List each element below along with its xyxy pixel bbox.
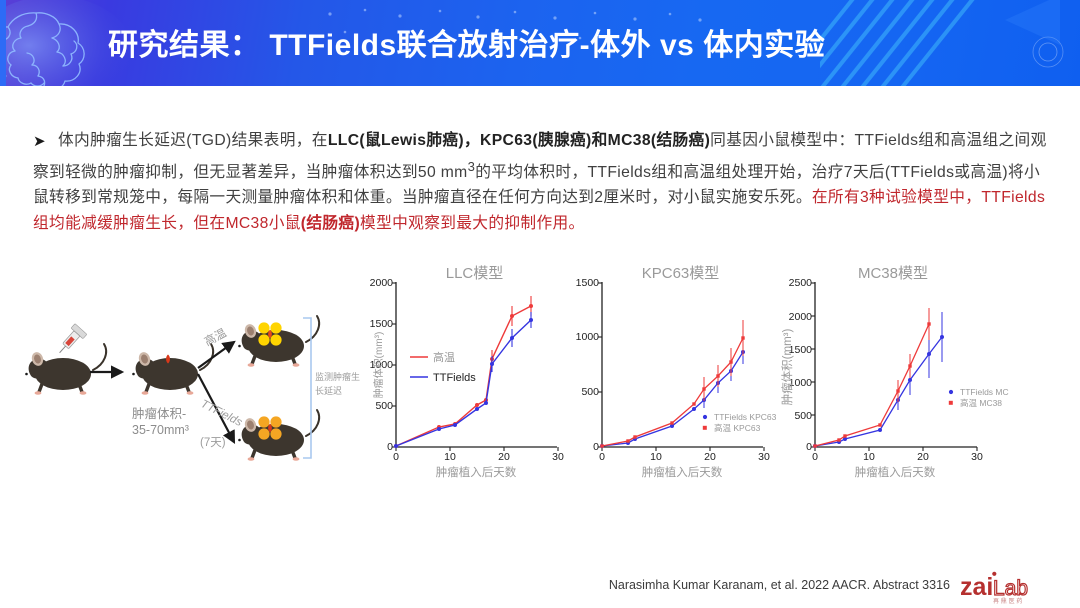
svg-text:肿瘤体积-: 肿瘤体积- bbox=[132, 406, 186, 421]
svg-text:30: 30 bbox=[758, 451, 770, 463]
svg-text:肿瘤植入后天数: 肿瘤植入后天数 bbox=[855, 465, 936, 479]
svg-text:(7天): (7天) bbox=[200, 437, 226, 449]
svg-text:Lab: Lab bbox=[993, 577, 1028, 600]
svg-text:高温 KPC63: 高温 KPC63 bbox=[714, 423, 761, 433]
svg-text:500: 500 bbox=[581, 386, 599, 398]
svg-text:监测肿瘤生: 监测肿瘤生 bbox=[315, 371, 360, 382]
svg-text:高温: 高温 bbox=[202, 325, 229, 348]
svg-text:2000: 2000 bbox=[789, 311, 813, 323]
svg-text:20: 20 bbox=[498, 451, 510, 463]
svg-text:20: 20 bbox=[917, 451, 929, 463]
svg-text:TTFields KPC63: TTFields KPC63 bbox=[714, 412, 777, 422]
svg-text:30: 30 bbox=[971, 451, 983, 463]
svg-text:肿瘤体积(mm³): 肿瘤体积(mm³) bbox=[372, 332, 385, 399]
svg-text:500: 500 bbox=[794, 410, 812, 422]
svg-text:10: 10 bbox=[863, 451, 875, 463]
svg-text:500: 500 bbox=[375, 400, 393, 412]
svg-text:zai: zai bbox=[960, 573, 993, 601]
svg-text:20: 20 bbox=[704, 451, 716, 463]
svg-text:0: 0 bbox=[599, 451, 605, 463]
svg-text:肿瘤植入后天数: 肿瘤植入后天数 bbox=[436, 465, 517, 479]
svg-text:30: 30 bbox=[552, 451, 564, 463]
svg-text:1500: 1500 bbox=[370, 318, 394, 330]
svg-text:0: 0 bbox=[812, 451, 818, 463]
svg-text:10: 10 bbox=[650, 451, 662, 463]
svg-text:35-70mm³: 35-70mm³ bbox=[132, 423, 189, 437]
svg-text:1000: 1000 bbox=[576, 331, 600, 343]
svg-text:肿瘤体积(mm³): 肿瘤体积(mm³) bbox=[780, 329, 794, 406]
svg-text:TTFields: TTFields bbox=[433, 372, 476, 384]
svg-text:10: 10 bbox=[444, 451, 456, 463]
svg-text:TTFields MC9: TTFields MC9 bbox=[960, 387, 1009, 397]
svg-text:长延迟: 长延迟 bbox=[315, 385, 342, 396]
svg-text:高温: 高温 bbox=[433, 350, 455, 364]
svg-text:0: 0 bbox=[393, 451, 399, 463]
svg-text:高温 MC38: 高温 MC38 bbox=[960, 398, 1002, 408]
svg-text:肿瘤植入后天数: 肿瘤植入后天数 bbox=[642, 465, 723, 479]
svg-text:TTFields: TTFields bbox=[199, 398, 245, 429]
svg-text:再鼎医药: 再鼎医药 bbox=[993, 597, 1024, 605]
